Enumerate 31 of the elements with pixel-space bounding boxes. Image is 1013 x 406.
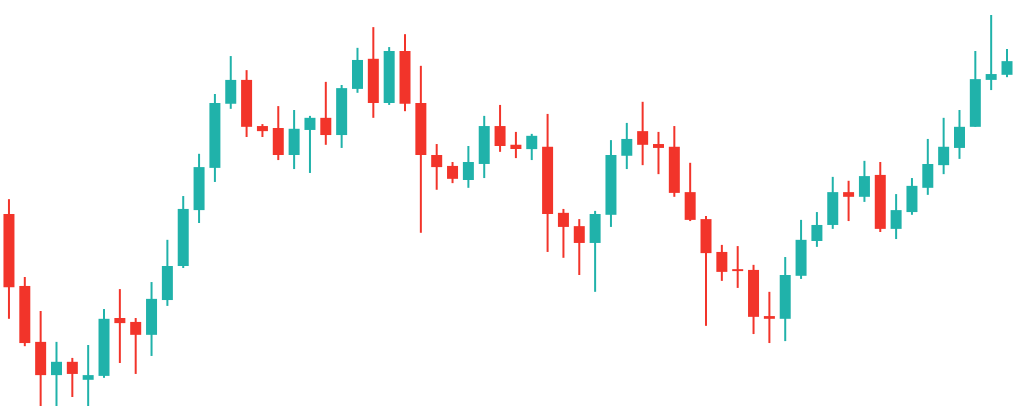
candlestick (494, 103, 506, 153)
candlestick (66, 356, 78, 399)
candlestick (843, 179, 855, 223)
candlestick (953, 109, 965, 160)
candlestick (447, 161, 459, 185)
candlestick (573, 218, 585, 277)
candlestick (462, 144, 474, 189)
candlestick (510, 130, 522, 160)
candlestick (985, 14, 997, 92)
candlestick (858, 159, 870, 203)
candlestick (922, 137, 934, 196)
candlestick (890, 193, 902, 241)
candlestick (320, 80, 332, 146)
candlestick (1001, 48, 1013, 79)
candlestick (304, 114, 316, 174)
candlestick (526, 132, 538, 162)
candlestick (621, 121, 633, 171)
candlestick (763, 290, 775, 345)
candlestick (130, 317, 142, 375)
candlestick (82, 344, 94, 406)
candlestick (811, 211, 823, 248)
candlestick (114, 288, 126, 364)
candlestick (50, 340, 62, 406)
candlestick (716, 243, 728, 282)
candlestick (652, 130, 664, 176)
candlestick (431, 143, 443, 191)
candlestick (637, 100, 649, 167)
candlestick (938, 116, 950, 176)
candlestick (225, 55, 237, 110)
candlestick (557, 207, 569, 259)
candlestick (732, 245, 744, 289)
